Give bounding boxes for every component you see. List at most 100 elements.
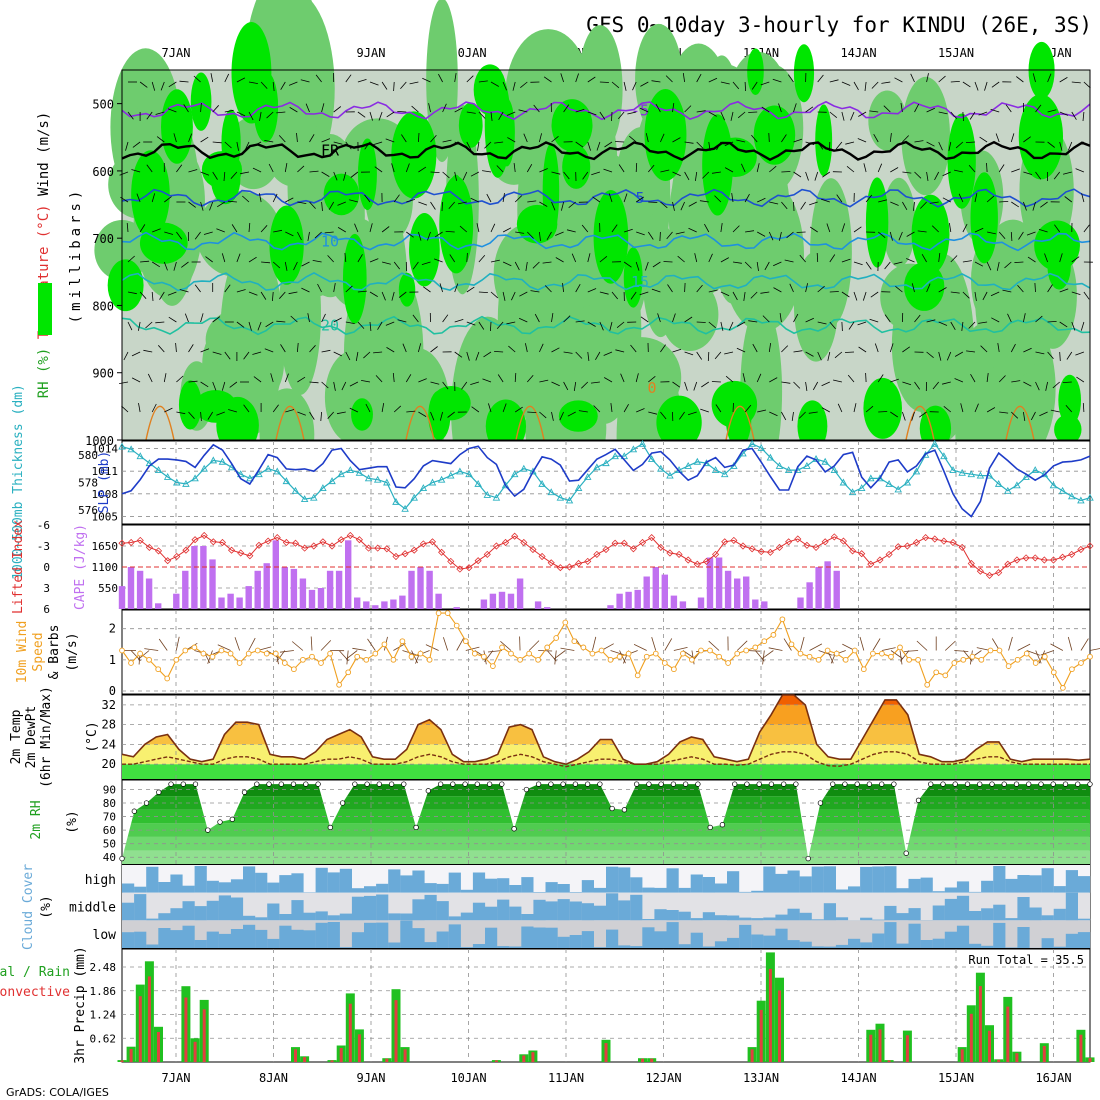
wind-barb xyxy=(188,411,195,419)
wind-barb xyxy=(623,193,628,203)
wind-barb xyxy=(478,80,488,83)
cape-bar xyxy=(173,593,180,609)
wind-barb xyxy=(829,79,839,83)
wind-barb xyxy=(608,193,613,203)
wind-barb xyxy=(857,321,867,326)
thickness-line xyxy=(121,442,1091,510)
wind-barb xyxy=(131,377,141,383)
wind-barb xyxy=(188,201,196,208)
precip-conv-bar xyxy=(878,1029,882,1062)
rh-point xyxy=(572,781,579,787)
wind-barb xyxy=(581,224,589,233)
wind-barb xyxy=(955,141,964,149)
wind-barb xyxy=(272,404,279,413)
wind-barb xyxy=(853,291,858,301)
cloud-bar xyxy=(122,902,135,921)
panel-frame xyxy=(121,69,1091,441)
wind-barb xyxy=(768,647,783,651)
wind-barb xyxy=(938,75,946,83)
wind-barb xyxy=(478,321,485,330)
cloud-bar xyxy=(932,938,945,948)
slp-line xyxy=(121,443,1091,518)
wind-barb xyxy=(486,193,492,203)
wind-barb xyxy=(539,231,541,241)
thickness-point xyxy=(839,478,848,486)
wind-barb xyxy=(805,106,814,113)
thickness-point xyxy=(291,486,300,494)
wind-barb xyxy=(921,254,927,263)
wind-barb xyxy=(978,111,988,116)
rh-contour-low xyxy=(558,400,598,432)
wind-barb xyxy=(805,317,814,323)
wind-barb xyxy=(345,74,352,83)
li-point xyxy=(154,547,163,555)
wind-barb xyxy=(236,321,245,328)
cloud-bar xyxy=(509,885,522,893)
thickness-tick-label: 578 xyxy=(78,477,98,490)
wind-barb xyxy=(587,111,597,116)
wind-barb xyxy=(581,381,589,389)
precip-conv-bar xyxy=(604,1043,608,1062)
wind-barb xyxy=(744,261,752,269)
cloud-bar xyxy=(194,940,207,948)
thickness-point xyxy=(465,470,473,478)
rh-point xyxy=(462,781,468,787)
temp-tick-label: 28 xyxy=(102,718,116,732)
wind-barb xyxy=(793,313,799,323)
wind-barb xyxy=(152,228,161,233)
wind-barb xyxy=(200,171,210,176)
wind-barb xyxy=(575,351,583,359)
thickness-point xyxy=(1077,496,1085,504)
wind-barb xyxy=(732,261,742,264)
rh-point xyxy=(1050,781,1056,787)
wind-barb xyxy=(297,201,307,204)
wind-barb xyxy=(1059,253,1063,263)
cloud-bar xyxy=(170,908,183,921)
cloud-bar xyxy=(509,906,522,921)
li-point xyxy=(739,542,747,550)
wind-barb xyxy=(309,170,319,173)
wind-barb xyxy=(471,406,480,413)
cloud-bar xyxy=(279,925,292,948)
wind-barb xyxy=(926,351,934,359)
cloud-bar xyxy=(230,879,244,893)
wind-barb xyxy=(672,348,682,353)
isotherm-zero xyxy=(145,405,175,441)
cloud-bar xyxy=(775,928,788,948)
wind-barb xyxy=(904,650,919,652)
wind-barb xyxy=(752,343,758,353)
isotherm-label: 20 xyxy=(321,317,339,335)
wind-barb xyxy=(320,640,332,651)
wind-barb xyxy=(327,255,334,263)
wind-barb xyxy=(285,409,295,413)
cloud-bar xyxy=(351,896,365,921)
cloud-bar xyxy=(1053,908,1066,921)
wind-barb xyxy=(696,351,703,360)
wind-barb xyxy=(893,261,903,265)
cloud-bar xyxy=(194,866,207,893)
rh-point xyxy=(670,781,677,787)
wind-speed-point xyxy=(643,653,650,660)
rh-point xyxy=(952,781,958,787)
wind-barb xyxy=(942,381,951,385)
cloud-bar xyxy=(654,909,667,921)
wind-barb xyxy=(639,107,649,113)
thickness-ylabel: 1000~500mb Thickness (dm) xyxy=(11,384,26,580)
wind-speed-point xyxy=(571,638,578,645)
wind-barb xyxy=(737,111,746,119)
wind-barb xyxy=(829,111,838,119)
wind-barb xyxy=(1035,381,1040,391)
temp-base-band xyxy=(122,764,1090,779)
wind-barb xyxy=(744,193,750,203)
wind-speed-point xyxy=(897,644,903,651)
wind-speed-point xyxy=(471,650,478,657)
precip-ylabel-text: 3hr Precip (mm) xyxy=(73,946,88,1063)
wind-barb xyxy=(279,291,286,299)
cape-bar xyxy=(236,597,243,609)
wind-barb xyxy=(998,375,1006,383)
wind-barb xyxy=(224,284,231,293)
wind-barb xyxy=(502,403,507,413)
thickness-point xyxy=(154,466,163,473)
wind-barb xyxy=(1059,321,1068,328)
precip-conv-bar xyxy=(1006,1006,1010,1062)
